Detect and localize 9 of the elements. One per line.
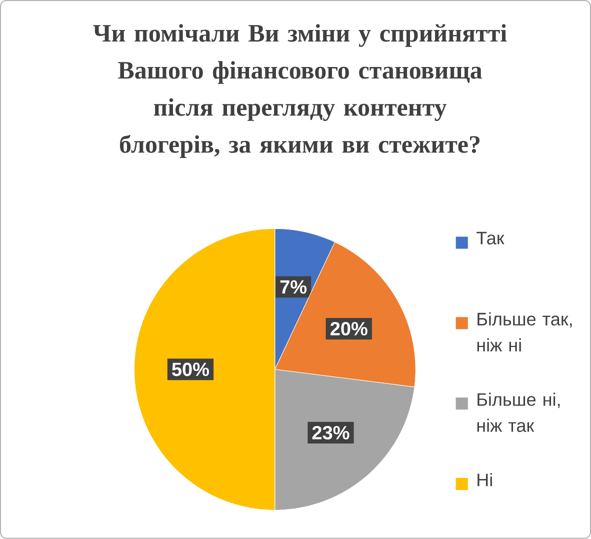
legend-label: Так [476,232,504,245]
data-label: 50% [172,362,209,376]
legend-label: Більше ні, ніж так [477,392,560,432]
data-label: 20% [330,322,368,336]
chart-title: Чи помічали Ви зміни у сприйнятті Вашого фінансового становища після перегляду контенту блогерів, за якими ви стежите? [93,24,507,158]
data-label: 23% [312,426,350,440]
data-label: 7% [280,280,307,294]
legend-label: Ні [478,473,492,486]
legend-label: Більше так, ніж ні [477,312,572,352]
